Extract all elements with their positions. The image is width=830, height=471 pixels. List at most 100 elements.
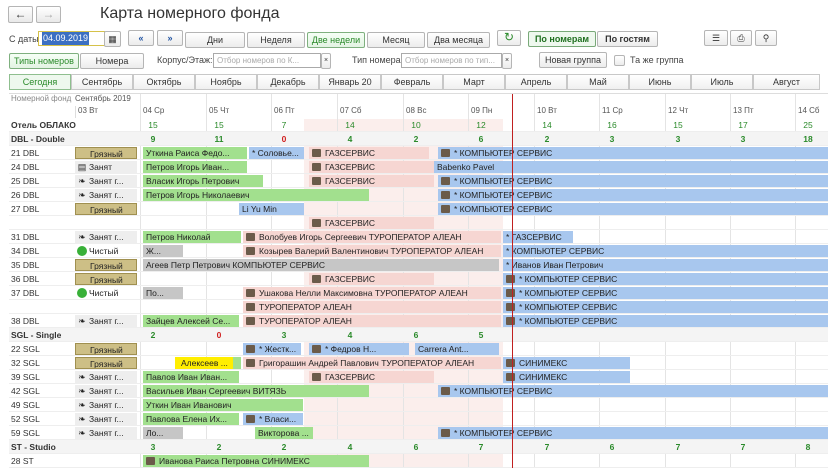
booking-bar[interactable]: * КОМПЬЮТЕР СЕРВИС — [503, 287, 828, 299]
by-guests-button[interactable]: По гостям — [597, 31, 658, 47]
period-two-weeks-button[interactable]: Две недели — [307, 32, 365, 48]
group-row-st[interactable]: ST - Studio 3 2 2 4 6 7 7 6 7 7 8 — [9, 440, 828, 454]
booking-bar[interactable]: * КОМПЬЮТЕР СЕРВИС — [438, 203, 828, 215]
booking-bar[interactable]: * ГАЗСЕРВИС — [503, 231, 573, 243]
booking-bar[interactable]: Агеев Петр Петрович КОМПЬЮТЕР СЕРВИС — [143, 259, 499, 271]
room-status[interactable]: ❧ Занят г... — [75, 413, 137, 425]
room-status[interactable]: Грязный — [75, 273, 137, 285]
rooms-button[interactable]: Номера — [80, 53, 144, 69]
back-button[interactable]: ← — [8, 6, 33, 23]
room-status[interactable]: ❧ Занят г... — [75, 231, 137, 243]
booking-bar[interactable]: ГАЗСЕРВИС — [309, 147, 429, 159]
month-feb[interactable]: Февраль — [381, 74, 443, 90]
booking-bar[interactable]: ТУРОПЕРАТОР АЛЕАН — [243, 301, 501, 313]
booking-bar[interactable]: ГАЗСЕРВИС — [309, 217, 434, 229]
booking-bar[interactable]: * КОМПЬЮТЕР СЕРВИС — [503, 245, 828, 257]
booking-bar[interactable]: Carrera Ant... — [415, 343, 499, 355]
booking-bar[interactable]: Babenko Pavel — [434, 161, 828, 173]
room-status[interactable]: ❧ Занят г... — [75, 315, 137, 327]
date-input[interactable]: 04.09.2019 — [38, 31, 105, 46]
booking-bar[interactable]: Петров Николай — [143, 231, 241, 243]
new-group-button[interactable]: Новая группа — [539, 52, 607, 68]
booking-bar[interactable]: * Власи... — [243, 413, 303, 425]
month-jun[interactable]: Июнь — [629, 74, 691, 90]
booking-bar[interactable]: * КОМПЬЮТЕР СЕРВИС — [438, 385, 828, 397]
booking-bar[interactable]: Зайцев Алексей Се... — [143, 315, 239, 327]
month-apr[interactable]: Апрель — [505, 74, 567, 90]
booking-bar[interactable]: * Жестк... — [243, 343, 301, 355]
booking-bar[interactable]: Васильев Иван Сергеевич ВИТЯЗЬ — [143, 385, 369, 397]
period-week-button[interactable]: Неделя — [247, 32, 305, 48]
booking-bar[interactable]: Козырев Валерий Валентинович ТУРОПЕРАТОР… — [243, 245, 501, 257]
print-button[interactable]: ⎙ — [730, 30, 752, 46]
booking-bar[interactable]: Ло... — [143, 427, 183, 439]
room-status[interactable]: Грязный — [75, 259, 137, 271]
period-two-months-button[interactable]: Два месяца — [427, 32, 490, 48]
month-today[interactable]: Сегодня — [9, 74, 71, 90]
room-status[interactable]: ❧ Занят г... — [75, 175, 137, 187]
booking-bar[interactable]: * Федров Н... — [309, 343, 409, 355]
booking-bar[interactable]: Викторова ... — [255, 427, 313, 439]
booking-bar[interactable]: Ж... — [143, 245, 183, 257]
booking-bar[interactable]: * КОМПЬЮТЕР СЕРВИС — [503, 273, 828, 285]
booking-bar[interactable]: Петров Игорь Иван... — [143, 161, 247, 173]
booking-bar[interactable]: Уткина Раиса Федо... — [143, 147, 247, 159]
month-aug[interactable]: Август — [753, 74, 820, 90]
period-days-button[interactable]: Дни — [185, 32, 245, 48]
booking-bar[interactable]: * КОМПЬЮТЕР СЕРВИС — [438, 427, 828, 439]
month-dec[interactable]: Декабрь — [257, 74, 319, 90]
booking-bar[interactable]: Li Yu Min — [239, 203, 304, 215]
same-group-checkbox[interactable] — [614, 55, 625, 66]
booking-bar[interactable]: ТУРОПЕРАТОР АЛЕАН — [243, 315, 501, 327]
prev-period-button[interactable]: « — [128, 30, 154, 46]
room-status[interactable]: ❧ Занят г... — [75, 371, 137, 383]
room-types-button[interactable]: Типы номеров — [9, 53, 79, 69]
room-status[interactable]: Грязный — [75, 357, 137, 369]
month-mar[interactable]: Март — [443, 74, 505, 90]
booking-bar[interactable]: * КОМПЬЮТЕР СЕРВИС — [438, 175, 828, 187]
month-may[interactable]: Май — [567, 74, 629, 90]
booking-bar[interactable]: Иванова Раиса Петровна СИНИМЕКС — [143, 455, 369, 467]
booking-bar[interactable]: Уткин Иван Иванович — [143, 399, 303, 411]
room-type-clear-button[interactable]: × — [502, 53, 512, 69]
month-oct[interactable]: Октябрь — [133, 74, 195, 90]
preview-button[interactable]: ⚲ — [755, 30, 777, 46]
month-nov[interactable]: Ноябрь — [195, 74, 257, 90]
refresh-button[interactable]: ↻ — [497, 30, 521, 46]
room-type-filter-input[interactable]: Отбор номеров по тип... — [401, 53, 502, 68]
calendar-button[interactable]: ▦ — [104, 31, 121, 47]
forward-button[interactable]: → — [36, 6, 61, 23]
booking-bar[interactable]: * КОМПЬЮТЕР СЕРВИС — [438, 189, 828, 201]
booking-bar[interactable]: ГАЗСЕРВИС — [309, 371, 434, 383]
month-sep[interactable]: Сентябрь — [71, 74, 133, 90]
corpus-clear-button[interactable]: × — [321, 53, 331, 69]
booking-bar[interactable]: Павлов Иван Иван... — [143, 371, 239, 383]
booking-bar[interactable]: ГАЗСЕРВИС — [309, 161, 434, 173]
month-jul[interactable]: Июль — [691, 74, 753, 90]
room-status[interactable]: Грязный — [75, 203, 137, 215]
room-status[interactable]: ❧ Занят г... — [75, 189, 137, 201]
room-status[interactable]: Грязный — [75, 343, 137, 355]
group-row-dbl[interactable]: DBL - Double 9 11 0 4 2 6 2 3 3 3 18 — [9, 132, 828, 146]
booking-bar[interactable]: * КОМПЬЮТЕР СЕРВИС — [503, 301, 828, 313]
booking-bar[interactable]: Власик Игорь Петрович — [143, 175, 263, 187]
next-period-button[interactable]: » — [157, 30, 183, 46]
booking-bar[interactable] — [233, 357, 241, 369]
booking-bar[interactable]: СИНИМЕКС — [503, 371, 630, 383]
by-rooms-button[interactable]: По номерам — [528, 31, 596, 47]
booking-bar[interactable]: * Соловье... — [249, 147, 304, 159]
room-status[interactable]: Грязный — [75, 147, 137, 159]
corpus-filter-input[interactable]: Отбор номеров по К... — [213, 53, 321, 68]
booking-bar[interactable]: * КОМПЬЮТЕР СЕРВИС — [438, 147, 828, 159]
booking-bar[interactable]: Алексеев ... — [175, 357, 233, 369]
settings-button[interactable]: ☰ — [704, 30, 728, 46]
booking-bar[interactable]: По... — [143, 287, 183, 299]
month-jan[interactable]: Январь 20 — [319, 74, 381, 90]
booking-bar[interactable]: Павлова Елена Их... — [143, 413, 239, 425]
room-status[interactable]: Чистый — [75, 245, 137, 257]
booking-bar[interactable]: Петров Игорь Николаевич — [143, 189, 369, 201]
booking-bar[interactable]: Ушакова Нелли Максимовна ТУРОПЕРАТОР АЛЕ… — [243, 287, 501, 299]
booking-bar[interactable]: * КОМПЬЮТЕР СЕРВИС — [503, 315, 828, 327]
room-status[interactable]: ❧ Занят г... — [75, 427, 137, 439]
booking-bar[interactable]: Григорашин Андрей Павлович ТУРОПЕРАТОР А… — [243, 357, 501, 369]
